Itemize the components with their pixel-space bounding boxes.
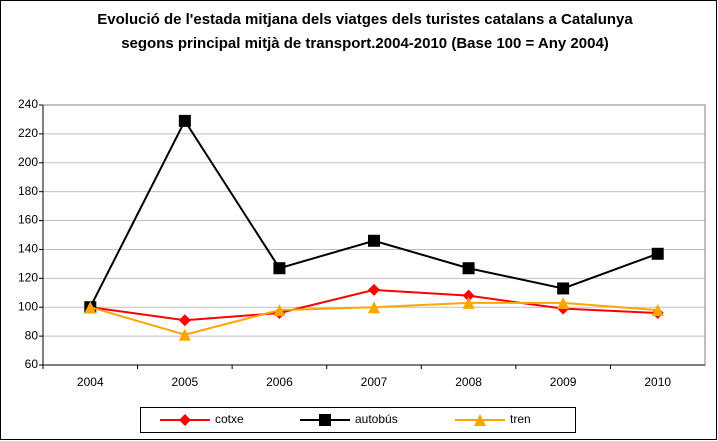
marker-triangle: [178, 328, 191, 341]
legend-label: tren: [510, 412, 531, 426]
marker-square: [319, 414, 331, 426]
y-tick-label: 160: [18, 213, 38, 227]
x-tick-label: 2005: [172, 375, 199, 389]
marker-triangle: [651, 304, 664, 317]
y-tick-label: 80: [25, 328, 39, 342]
x-tick-label: 2004: [77, 375, 104, 389]
marker-square: [557, 282, 570, 295]
legend-label: autobús: [355, 412, 398, 426]
y-tick-label: 60: [25, 357, 39, 371]
marker-square: [368, 234, 380, 247]
marker-triangle: [273, 304, 286, 317]
marker-diamond: [179, 414, 191, 426]
marker-triangle: [557, 296, 570, 309]
y-tick-label: 240: [18, 97, 38, 111]
x-tick-label: 2009: [550, 375, 577, 389]
marker-diamond: [178, 314, 191, 327]
y-tick-label: 140: [18, 242, 38, 256]
marker-square: [273, 262, 286, 275]
marker-diamond: [368, 283, 380, 296]
marker-square: [462, 262, 475, 275]
marker-triangle: [474, 414, 486, 426]
legend-label: cotxe: [215, 412, 244, 426]
marker-diamond: [462, 289, 475, 302]
marker-triangle: [462, 296, 475, 309]
marker-triangle: [368, 301, 380, 314]
x-tick-label: 2008: [455, 375, 482, 389]
x-tick-label: 2007: [361, 375, 388, 389]
x-tick-label: 2010: [644, 375, 671, 389]
y-tick-label: 100: [18, 299, 38, 313]
y-tick-label: 200: [18, 155, 38, 169]
marker-triangle: [84, 301, 97, 314]
x-tick-label: 2006: [266, 375, 293, 389]
y-tick-label: 180: [18, 184, 38, 198]
y-tick-label: 220: [18, 126, 38, 140]
marker-square: [178, 114, 191, 127]
chart-title: Evolució de l'estada mitjana dels viatge…: [97, 11, 633, 52]
marker-square: [651, 247, 664, 260]
y-tick-label: 120: [18, 271, 38, 285]
